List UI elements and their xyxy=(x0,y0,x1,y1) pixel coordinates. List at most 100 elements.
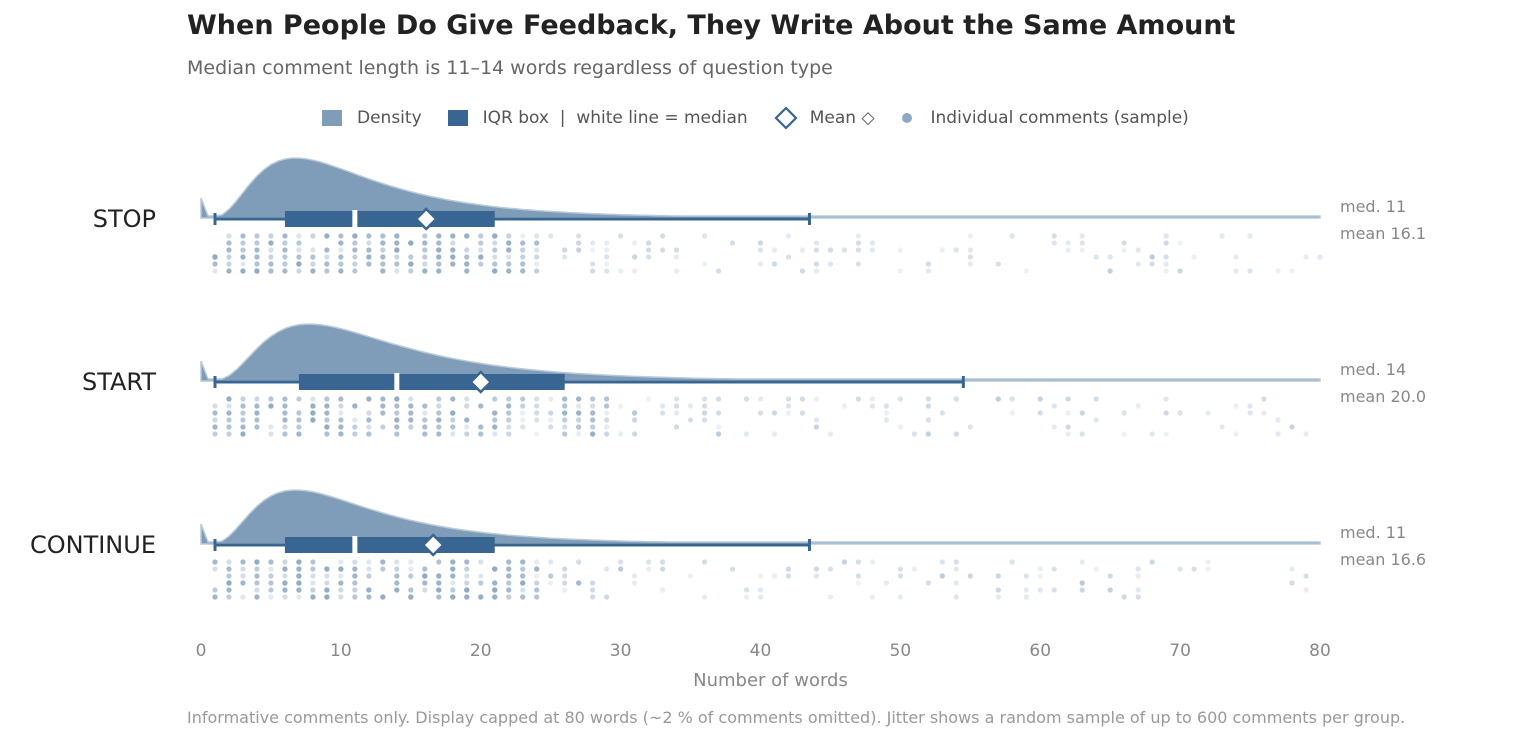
comment-point xyxy=(254,261,260,267)
comment-point xyxy=(212,431,218,437)
comment-point xyxy=(562,403,568,409)
comment-point xyxy=(506,247,512,253)
comment-point xyxy=(436,240,442,246)
comment-point xyxy=(506,587,512,593)
comment-point xyxy=(226,396,232,402)
comment-point xyxy=(520,240,526,246)
comment-point xyxy=(324,396,330,402)
comment-point xyxy=(576,410,582,416)
comment-point xyxy=(282,268,288,274)
comment-point xyxy=(506,403,512,409)
comment-point xyxy=(1177,268,1183,274)
comment-point xyxy=(855,261,862,267)
comment-point xyxy=(212,424,218,430)
comment-point xyxy=(464,233,470,239)
comment-point xyxy=(995,396,1001,402)
comment-point xyxy=(450,261,456,267)
comment-point xyxy=(1079,240,1085,246)
comment-point xyxy=(925,261,931,267)
comment-point xyxy=(1247,403,1253,409)
comment-point xyxy=(310,594,316,600)
comment-point xyxy=(338,261,344,267)
comment-point xyxy=(897,247,903,253)
comment-point xyxy=(1051,403,1057,409)
comment-point xyxy=(436,247,442,253)
comment-point xyxy=(282,573,288,579)
comment-point xyxy=(282,247,288,253)
comment-point xyxy=(450,261,456,267)
comment-point xyxy=(492,594,498,600)
comment-point xyxy=(1079,580,1085,586)
comment-point xyxy=(841,559,848,565)
comment-point xyxy=(254,594,260,600)
comment-point xyxy=(254,403,260,409)
category-label-stop: STOP xyxy=(93,205,156,233)
comment-point xyxy=(562,580,568,586)
comment-point xyxy=(799,268,806,274)
comment-point xyxy=(436,417,442,423)
comment-point xyxy=(604,431,610,437)
comment-point xyxy=(506,417,512,423)
comment-point xyxy=(338,268,344,274)
comment-point xyxy=(632,417,638,423)
comment-point xyxy=(478,559,484,565)
comment-point xyxy=(492,233,498,239)
comment-point xyxy=(436,403,442,409)
comment-point xyxy=(743,594,750,600)
comment-point xyxy=(436,580,442,586)
comment-point xyxy=(366,396,372,402)
comment-point xyxy=(282,424,288,430)
comment-point xyxy=(394,431,400,437)
comment-point xyxy=(562,431,568,437)
comment-point xyxy=(380,247,386,253)
comment-point xyxy=(632,580,638,586)
comment-point xyxy=(366,254,372,260)
comment-point xyxy=(282,240,288,246)
comment-point xyxy=(296,254,302,260)
comment-point xyxy=(520,268,526,274)
comment-point xyxy=(226,247,232,253)
comment-point xyxy=(240,268,246,274)
comment-point xyxy=(394,566,400,572)
comment-point xyxy=(1303,573,1309,579)
comment-point xyxy=(1149,559,1155,565)
comment-point xyxy=(576,240,582,246)
comment-point xyxy=(967,573,973,579)
comment-point xyxy=(240,580,246,586)
comment-point xyxy=(380,559,386,565)
comment-point xyxy=(464,417,470,423)
comment-point xyxy=(855,559,862,565)
comment-point xyxy=(296,573,302,579)
comment-point xyxy=(394,261,400,267)
comment-point xyxy=(520,254,526,260)
comment-point xyxy=(771,261,778,267)
comment-point xyxy=(212,587,218,593)
comment-point xyxy=(590,417,596,423)
comment-point xyxy=(212,254,218,260)
comment-point xyxy=(450,261,456,267)
comment-point xyxy=(869,247,876,253)
comment-point xyxy=(520,573,526,579)
comment-point xyxy=(436,587,442,593)
comment-point xyxy=(394,240,400,246)
comment-point xyxy=(324,431,330,437)
comment-point xyxy=(394,587,400,593)
comment-point xyxy=(534,587,540,593)
comment-point xyxy=(478,254,484,260)
comment-point xyxy=(310,594,316,600)
comment-point xyxy=(506,417,512,423)
comment-point xyxy=(534,268,540,274)
comment-point xyxy=(576,247,582,253)
comment-point xyxy=(1149,261,1155,267)
comment-point xyxy=(967,573,973,579)
comment-point xyxy=(240,268,246,274)
comment-point xyxy=(492,424,498,430)
comment-point xyxy=(352,594,358,600)
comment-point xyxy=(534,254,540,260)
comment-point xyxy=(296,431,302,437)
comment-point xyxy=(408,587,414,593)
comment-point xyxy=(394,268,400,274)
comment-point xyxy=(324,573,330,579)
comment-point xyxy=(352,559,358,565)
comment-point xyxy=(436,233,442,239)
